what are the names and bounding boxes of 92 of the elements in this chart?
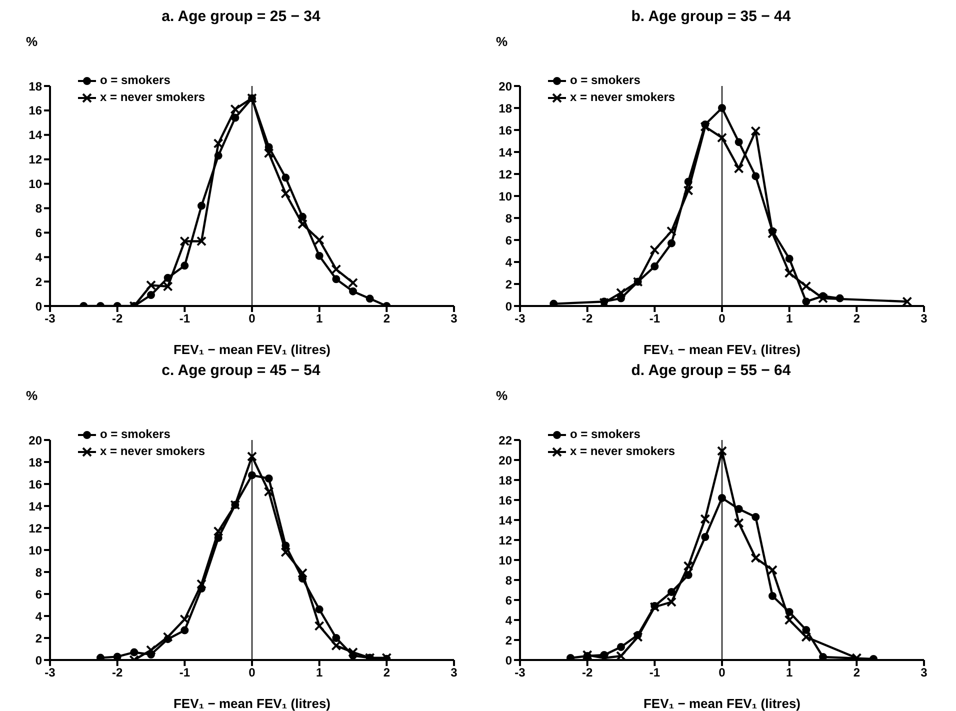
y-tick-label: 18 xyxy=(498,101,512,116)
y-tick-label: 12 xyxy=(28,521,42,536)
y-tick-label: 22 xyxy=(498,433,512,448)
x-tick-label: -1 xyxy=(649,312,660,326)
legend-label: o = smokers xyxy=(570,72,640,89)
y-tick-label: 4 xyxy=(505,255,512,270)
y-tick-label: 6 xyxy=(505,593,512,608)
y-tick-label: 14 xyxy=(498,513,512,528)
y-tick-label: 4 xyxy=(35,609,42,624)
x-tick-label: 0 xyxy=(248,312,256,326)
y-tick-label: 14 xyxy=(28,128,42,142)
x-tick-label: -2 xyxy=(112,312,123,326)
y-tick-label: 14 xyxy=(498,145,512,160)
y-tick-label: 6 xyxy=(35,587,42,602)
y-tick-label: 4 xyxy=(35,250,42,264)
y-tick-label: 20 xyxy=(498,453,512,468)
y-tick-label: 6 xyxy=(505,233,512,248)
y-axis-title: % xyxy=(496,34,508,49)
x-tick-label: 3 xyxy=(920,312,928,326)
x-tick-label: 0 xyxy=(718,666,726,680)
y-tick-label: 12 xyxy=(28,152,42,167)
y-tick-label: 6 xyxy=(35,226,42,240)
y-tick-label: 2 xyxy=(505,633,512,648)
y-tick-label: 0 xyxy=(35,653,42,668)
y-tick-label: 8 xyxy=(35,565,42,580)
x-tick-label: -2 xyxy=(582,666,593,680)
y-axis-title: % xyxy=(26,34,38,49)
y-tick-label: 8 xyxy=(505,573,512,588)
y-tick-label: 4 xyxy=(505,613,512,628)
x-tick-label: 1 xyxy=(786,666,793,680)
legend-label: x = never smokers xyxy=(100,443,206,460)
legend-label: x = never smokers xyxy=(100,89,206,106)
y-tick-label: 8 xyxy=(35,201,42,216)
y-tick-label: 14 xyxy=(28,499,42,514)
x-tick-label: -1 xyxy=(179,312,190,326)
y-tick-label: 16 xyxy=(28,104,42,118)
legend-label: x = never smokers xyxy=(570,89,676,106)
x-tick-label: 2 xyxy=(383,666,390,680)
y-tick-label: 16 xyxy=(28,477,42,492)
x-tick-label: -3 xyxy=(514,312,526,326)
y-tick-label: 0 xyxy=(35,299,42,314)
y-tick-label: 2 xyxy=(505,277,512,292)
y-tick-label: 8 xyxy=(505,211,512,226)
x-tick-label: -1 xyxy=(649,666,660,680)
legend-label: o = smokers xyxy=(100,426,170,443)
y-tick-label: 12 xyxy=(498,167,512,182)
chart-title: a. Age group = 25 − 34 xyxy=(160,8,322,27)
y-tick-label: 2 xyxy=(35,274,42,289)
x-tick-label: -2 xyxy=(112,666,123,680)
x-tick-label: 2 xyxy=(383,312,390,326)
chart-title: c. Age group = 45 − 54 xyxy=(160,362,322,381)
x-tick-label: -2 xyxy=(582,312,593,326)
y-tick-label: 10 xyxy=(498,189,512,204)
y-axis-title: % xyxy=(26,388,38,403)
y-tick-label: 16 xyxy=(498,493,512,508)
y-tick-label: 20 xyxy=(28,433,42,448)
y-tick-label: 0 xyxy=(505,653,512,668)
y-tick-label: 10 xyxy=(28,543,42,558)
x-tick-label: 0 xyxy=(248,666,256,680)
legend-label: o = smokers xyxy=(570,426,640,443)
y-tick-label: 18 xyxy=(28,79,42,94)
x-axis-title: FEV₁ − mean FEV₁ (litres) xyxy=(643,696,801,711)
x-tick-label: 1 xyxy=(316,312,323,326)
chart-title: b. Age group = 35 − 44 xyxy=(630,8,792,27)
x-tick-label: -3 xyxy=(44,666,56,680)
y-axis-title: % xyxy=(496,388,508,403)
x-tick-label: 1 xyxy=(316,666,323,680)
x-tick-label: -1 xyxy=(179,666,190,680)
x-axis-title: FEV₁ − mean FEV₁ (litres) xyxy=(173,696,331,711)
legend-label: x = never smokers xyxy=(570,443,676,460)
y-tick-label: 20 xyxy=(498,79,512,94)
x-tick-label: -3 xyxy=(44,312,56,326)
y-tick-label: 10 xyxy=(498,553,512,568)
x-tick-label: 3 xyxy=(450,666,458,680)
y-tick-label: 18 xyxy=(498,473,512,488)
y-tick-label: 18 xyxy=(28,455,42,470)
y-tick-label: 2 xyxy=(35,631,42,646)
x-tick-label: 3 xyxy=(450,312,458,326)
x-tick-label: 0 xyxy=(718,312,726,326)
x-tick-label: 3 xyxy=(920,666,928,680)
legend-label: o = smokers xyxy=(100,72,170,89)
y-tick-label: 12 xyxy=(498,533,512,548)
chart-title: d. Age group = 55 − 64 xyxy=(630,362,792,381)
x-tick-label: -3 xyxy=(514,666,526,680)
x-axis-title: FEV₁ − mean FEV₁ (litres) xyxy=(643,342,801,357)
y-tick-label: 16 xyxy=(498,123,512,138)
x-axis-title: FEV₁ − mean FEV₁ (litres) xyxy=(173,342,331,357)
x-tick-label: 1 xyxy=(786,312,793,326)
y-tick-label: 10 xyxy=(28,177,42,192)
y-tick-label: 0 xyxy=(505,299,512,314)
x-tick-label: 2 xyxy=(853,312,860,326)
x-tick-label: 2 xyxy=(853,666,860,680)
